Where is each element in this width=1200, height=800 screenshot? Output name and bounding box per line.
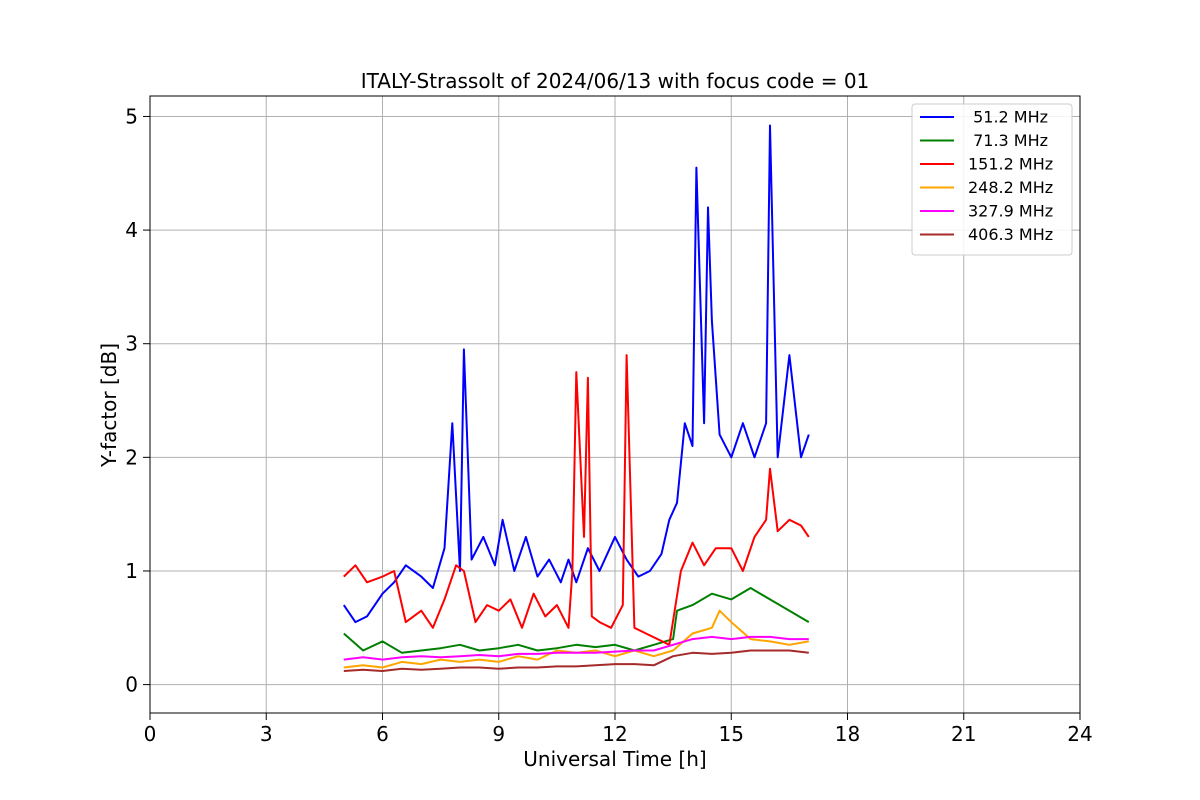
y-tick-label: 4 [125, 218, 138, 242]
y-tick-label: 5 [125, 104, 138, 128]
series-line-0 [342, 124, 810, 624]
series-layer [342, 124, 810, 672]
x-tick-label: 3 [260, 722, 273, 746]
x-tick-label: 6 [376, 722, 389, 746]
chart-title: ITALY-Strassolt of 2024/06/13 with focus… [361, 69, 870, 93]
y-tick-label: 0 [125, 673, 138, 697]
legend-label: 71.3 MHz [968, 131, 1048, 150]
legend-label: 51.2 MHz [968, 108, 1048, 127]
x-axis-title: Universal Time [h] [523, 747, 706, 771]
legend-label: 327.9 MHz [968, 202, 1053, 221]
x-tick-label: 18 [835, 722, 860, 746]
legend-label: 151.2 MHz [968, 155, 1053, 174]
legend-label: 248.2 MHz [968, 178, 1053, 197]
y-tick-label: 1 [125, 559, 138, 583]
x-tick-label: 0 [144, 722, 157, 746]
legend-label: 406.3 MHz [968, 225, 1053, 244]
y-tick-label: 2 [125, 445, 138, 469]
x-tick-label: 24 [1067, 722, 1092, 746]
y-axis-title: Y-factor [dB] [97, 343, 121, 468]
legend: 51.2 MHz 71.3 MHz 151.2 MHz 248.2 MHz 327.9… [911, 103, 1073, 256]
series-line-5 [343, 649, 809, 672]
x-tick-label: 12 [602, 722, 627, 746]
series-line-3 [343, 609, 809, 669]
series-line-2 [343, 354, 810, 646]
series-line-1 [343, 587, 810, 654]
legend-box [911, 103, 1073, 256]
x-tick-label: 9 [492, 722, 505, 746]
y-tick-label: 3 [125, 332, 138, 356]
x-tick-label: 15 [719, 722, 744, 746]
series-line-4 [343, 635, 809, 661]
x-tick-label: 21 [951, 722, 976, 746]
